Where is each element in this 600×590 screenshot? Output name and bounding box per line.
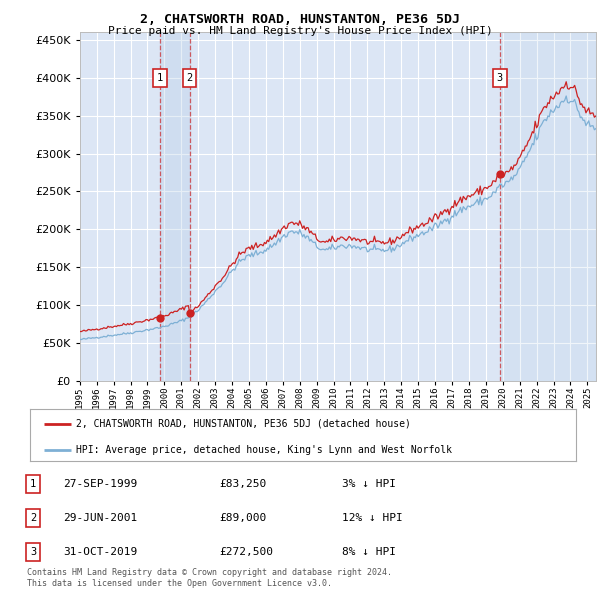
Text: 1: 1 — [157, 73, 163, 83]
Text: 2: 2 — [187, 73, 193, 83]
Text: 8% ↓ HPI: 8% ↓ HPI — [342, 548, 396, 557]
Text: 1: 1 — [30, 479, 36, 489]
Text: £89,000: £89,000 — [219, 513, 266, 523]
Text: 3% ↓ HPI: 3% ↓ HPI — [342, 479, 396, 489]
Text: Price paid vs. HM Land Registry's House Price Index (HPI): Price paid vs. HM Land Registry's House … — [107, 26, 493, 36]
Text: £272,500: £272,500 — [219, 548, 273, 557]
Bar — [500, 32, 596, 381]
Text: 2, CHATSWORTH ROAD, HUNSTANTON, PE36 5DJ: 2, CHATSWORTH ROAD, HUNSTANTON, PE36 5DJ — [140, 13, 460, 26]
Text: 2: 2 — [30, 513, 36, 523]
Text: 2, CHATSWORTH ROAD, HUNSTANTON, PE36 5DJ (detached house): 2, CHATSWORTH ROAD, HUNSTANTON, PE36 5DJ… — [76, 419, 411, 429]
Text: 3: 3 — [497, 73, 503, 83]
Text: 31-OCT-2019: 31-OCT-2019 — [63, 548, 137, 557]
Text: 3: 3 — [30, 548, 36, 557]
Bar — [160, 32, 190, 381]
Text: £83,250: £83,250 — [219, 479, 266, 489]
Text: HPI: Average price, detached house, King's Lynn and West Norfolk: HPI: Average price, detached house, King… — [76, 445, 452, 455]
Text: 27-SEP-1999: 27-SEP-1999 — [63, 479, 137, 489]
Text: 12% ↓ HPI: 12% ↓ HPI — [342, 513, 403, 523]
Text: Contains HM Land Registry data © Crown copyright and database right 2024.
This d: Contains HM Land Registry data © Crown c… — [27, 568, 392, 588]
Text: 29-JUN-2001: 29-JUN-2001 — [63, 513, 137, 523]
